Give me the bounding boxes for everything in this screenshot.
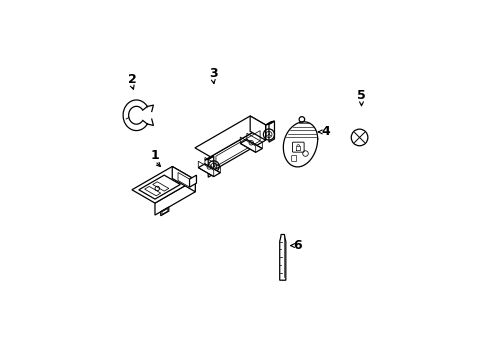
Polygon shape xyxy=(210,125,265,172)
Text: 5: 5 xyxy=(356,89,365,102)
Text: 2: 2 xyxy=(127,73,136,86)
Text: 4: 4 xyxy=(321,125,329,138)
Polygon shape xyxy=(161,207,168,216)
Polygon shape xyxy=(132,166,195,203)
Polygon shape xyxy=(198,164,220,176)
Polygon shape xyxy=(250,116,265,140)
Text: 6: 6 xyxy=(293,239,302,252)
Polygon shape xyxy=(189,175,196,187)
Text: 1: 1 xyxy=(150,149,159,162)
Polygon shape xyxy=(172,166,195,192)
Polygon shape xyxy=(268,121,274,142)
Polygon shape xyxy=(204,156,213,160)
Polygon shape xyxy=(155,180,195,215)
Polygon shape xyxy=(195,116,265,157)
Polygon shape xyxy=(208,156,213,177)
Polygon shape xyxy=(265,121,274,125)
Polygon shape xyxy=(240,140,262,152)
Text: 3: 3 xyxy=(208,67,217,80)
